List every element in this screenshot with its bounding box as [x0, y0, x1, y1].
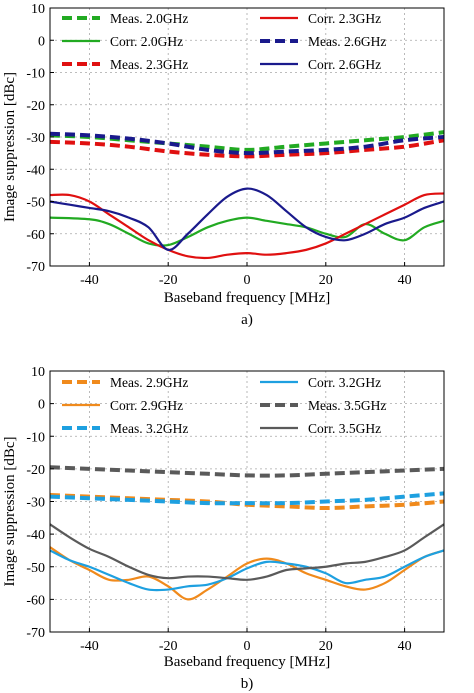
- legend-label: Meas. 3.5GHz: [308, 398, 386, 413]
- figure-caption: b): [241, 676, 254, 692]
- series-line: [49, 187, 445, 251]
- y-axis-label: Image suppression [dBc]: [2, 437, 18, 587]
- y-tick-label: -20: [26, 463, 45, 478]
- series-line: [49, 192, 445, 260]
- x-tick-label: -40: [80, 273, 99, 288]
- series-line: [49, 131, 445, 156]
- y-tick-label: -40: [26, 528, 45, 543]
- legend-label: Meas. 2.6GHz: [308, 34, 386, 49]
- x-axis-label: Baseband frequency [MHz]: [164, 654, 331, 670]
- series-line: [49, 138, 445, 159]
- x-tick-label: -40: [80, 639, 99, 654]
- y-tick-label: 0: [38, 34, 45, 49]
- x-tick-label: 40: [398, 639, 412, 654]
- legend-label: Corr. 2.6GHz: [308, 57, 381, 72]
- figure-caption: a): [241, 312, 253, 328]
- y-tick-label: -50: [26, 561, 45, 576]
- x-tick-label: 0: [244, 639, 251, 654]
- y-tick-label: -70: [26, 260, 45, 275]
- legend-label: Meas. 3.2GHz: [110, 421, 188, 436]
- series-line: [49, 216, 445, 247]
- legend-label: Meas. 2.3GHz: [110, 57, 188, 72]
- y-tick-label: -70: [26, 626, 45, 641]
- y-tick-label: -40: [26, 163, 45, 178]
- x-tick-label: 20: [319, 639, 333, 654]
- legend-label: Corr. 3.2GHz: [308, 375, 381, 390]
- y-tick-label: -30: [26, 131, 45, 146]
- y-tick-label: -10: [26, 430, 45, 445]
- x-tick-label: 0: [244, 273, 251, 288]
- y-tick-label: -30: [26, 496, 45, 511]
- x-tick-label: 40: [398, 273, 412, 288]
- y-tick-label: -20: [26, 99, 45, 114]
- series-line: [49, 465, 445, 478]
- panel-b: -40 -20 0 20 40 10 0 -10 -20 -30 -40 -50 -60 -70 Baseb…: [2, 365, 445, 692]
- legend-label: Meas. 2.9GHz: [110, 375, 188, 390]
- series-line: [49, 549, 445, 592]
- legend-label: Corr. 3.5GHz: [308, 421, 381, 436]
- panel-a: -40 -20 0 20 40 10 0 -10 -20 -30 -40 -50 -60 -70 Baseb…: [2, 2, 445, 328]
- series-line: [49, 491, 445, 506]
- y-tick-label: -60: [26, 228, 45, 243]
- y-tick-label: -50: [26, 196, 45, 211]
- y-tick-label: -10: [26, 67, 45, 82]
- x-axis-label: Baseband frequency [MHz]: [164, 290, 331, 306]
- series-line: [49, 523, 445, 581]
- y-tick-label: 0: [38, 398, 45, 413]
- legend-label: Corr. 2.0GHz: [110, 34, 183, 49]
- y-tick-label: 10: [31, 2, 45, 17]
- y-axis-label: Image suppression [dBc]: [2, 72, 18, 222]
- y-tick-label: 10: [31, 365, 45, 380]
- y-tick-label: -60: [26, 593, 45, 608]
- legend-label: Corr. 2.3GHz: [308, 11, 381, 26]
- x-tick-label: -20: [159, 273, 178, 288]
- legend-label: Corr. 2.9GHz: [110, 398, 183, 413]
- series-line: [49, 546, 445, 601]
- x-tick-label: 20: [319, 273, 333, 288]
- x-tick-label: -20: [159, 639, 178, 654]
- legend-label: Meas. 2.0GHz: [110, 11, 188, 26]
